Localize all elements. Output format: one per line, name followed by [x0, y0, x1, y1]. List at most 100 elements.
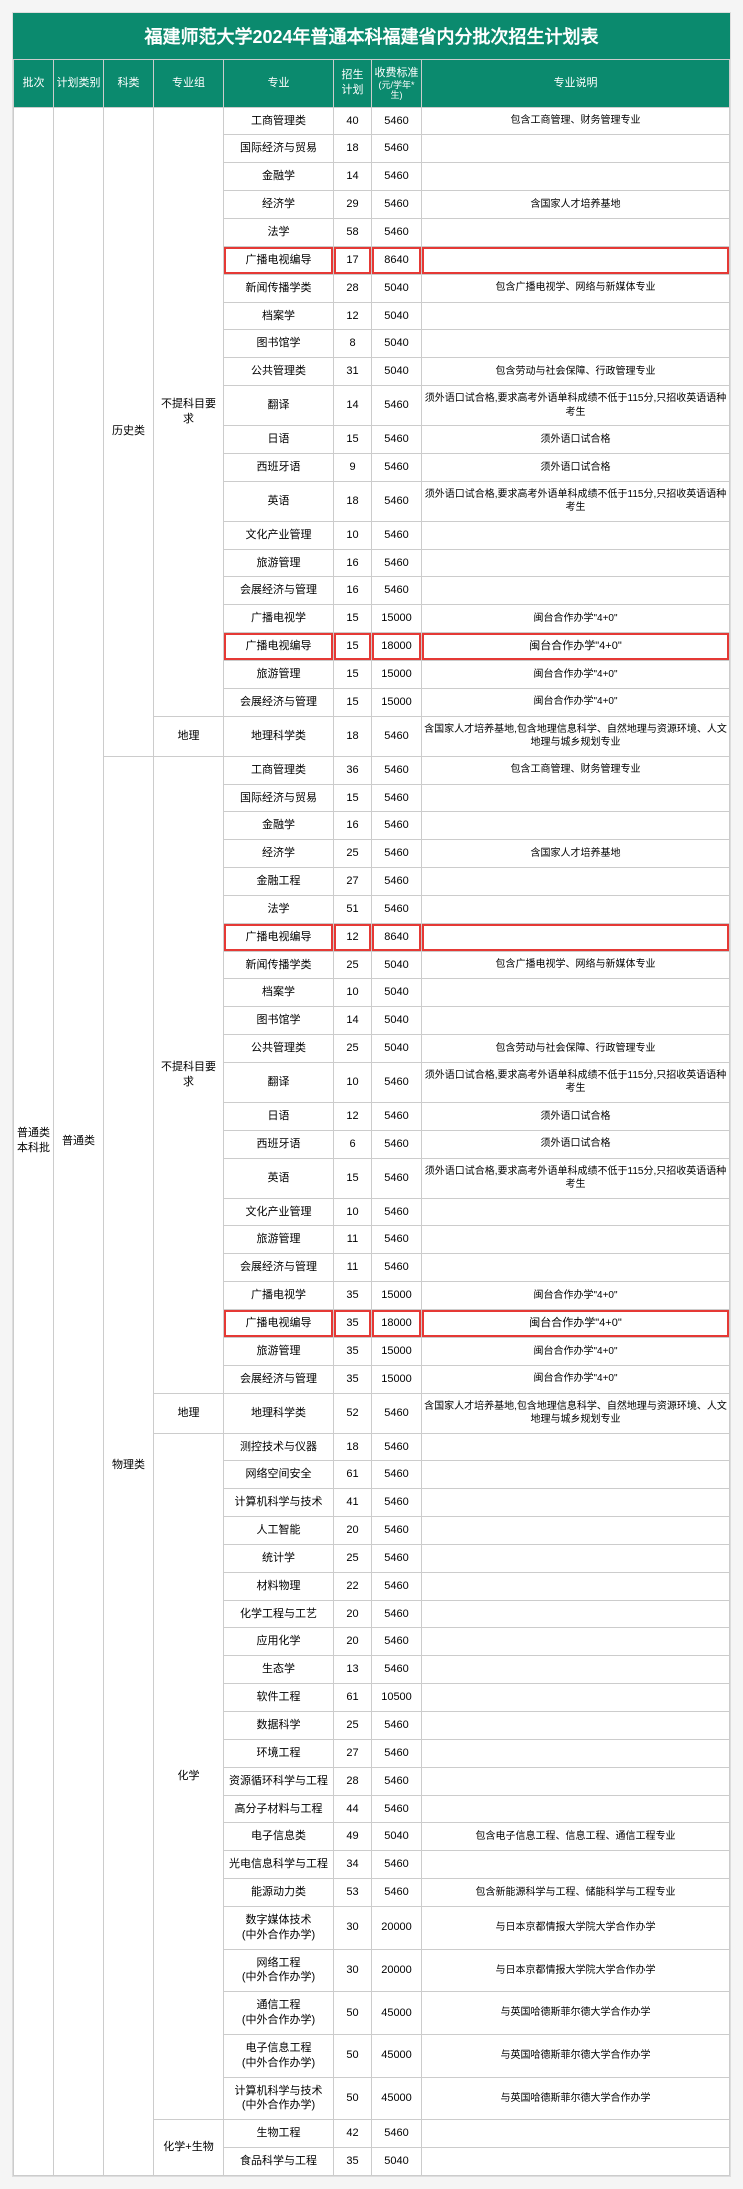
- cell-note: 与日本京都情报大学院大学合作办学: [422, 1906, 730, 1949]
- cell-fee: 10500: [372, 1684, 422, 1712]
- table-body: 普通类 本科批普通类历史类不提科目要求工商管理类405460包含工商管理、财务管…: [14, 107, 730, 2175]
- cell-note: 包含广播电视学、网络与新媒体专业: [422, 274, 730, 302]
- cell-major: 高分子材料与工程: [224, 1795, 334, 1823]
- cell-note: [422, 784, 730, 812]
- cell-major: 食品科学与工程: [224, 2148, 334, 2176]
- cell-count: 29: [334, 191, 372, 219]
- cell-fee: 5460: [372, 1544, 422, 1572]
- cell-fee: 5460: [372, 1739, 422, 1767]
- cell-fee: 5460: [372, 107, 422, 135]
- cell-fee: 5460: [372, 1879, 422, 1907]
- cell-count: 11: [334, 1254, 372, 1282]
- cell-count: 52: [334, 1393, 372, 1433]
- cell-note: 包含工商管理、财务管理专业: [422, 107, 730, 135]
- cell-fee: 5460: [372, 1656, 422, 1684]
- cell-note: 闽台合作办学"4+0": [422, 605, 730, 633]
- cell-fee: 5460: [372, 1102, 422, 1130]
- cell-fee: 5460: [372, 549, 422, 577]
- cell-major: 环境工程: [224, 1739, 334, 1767]
- th-plan-type: 计划类别: [54, 60, 104, 108]
- cell-major: 西班牙语: [224, 1130, 334, 1158]
- cell-count: 11: [334, 1226, 372, 1254]
- cell-count: 53: [334, 1879, 372, 1907]
- cell-major: 新闻传播学类: [224, 951, 334, 979]
- cell-major: 光电信息科学与工程: [224, 1851, 334, 1879]
- cell-fee: 5460: [372, 219, 422, 247]
- cell-note: [422, 1711, 730, 1739]
- cell-count: 50: [334, 2034, 372, 2077]
- cell-major: 法学: [224, 895, 334, 923]
- cell-major: 工商管理类: [224, 107, 334, 135]
- cell-count: 36: [334, 756, 372, 784]
- cell-major: 文化产业管理: [224, 1198, 334, 1226]
- cell-fee: 45000: [372, 2034, 422, 2077]
- cell-count: 49: [334, 1823, 372, 1851]
- cell-fee: 5460: [372, 453, 422, 481]
- cell-fee: 5460: [372, 784, 422, 812]
- cell-major: 经济学: [224, 191, 334, 219]
- th-major: 专业: [224, 60, 334, 108]
- cell-count: 35: [334, 1310, 372, 1338]
- cell-count: 22: [334, 1572, 372, 1600]
- cell-note: 须外语口试合格,要求高考外语单科成绩不低于115分,只招收英语语种考生: [422, 481, 730, 521]
- cell-note: [422, 1851, 730, 1879]
- cell-note: 含国家人才培养基地: [422, 840, 730, 868]
- cell-count: 40: [334, 107, 372, 135]
- cell-fee: 5040: [372, 302, 422, 330]
- cell-count: 17: [334, 246, 372, 274]
- cell-count: 16: [334, 577, 372, 605]
- cell-major: 数字媒体技术 (中外合作办学): [224, 1906, 334, 1949]
- cell-fee: 8640: [372, 923, 422, 951]
- cell-note: 与英国哈德斯菲尔德大学合作办学: [422, 1992, 730, 2035]
- cell-major: 日语: [224, 1102, 334, 1130]
- cell-count: 15: [334, 660, 372, 688]
- cell-major: 金融学: [224, 163, 334, 191]
- cell-count: 18: [334, 135, 372, 163]
- cell-count: 15: [334, 784, 372, 812]
- cell-note: 包含电子信息工程、信息工程、通信工程专业: [422, 1823, 730, 1851]
- cell-fee: 5460: [372, 1517, 422, 1545]
- cell-count: 25: [334, 840, 372, 868]
- cell-major: 应用化学: [224, 1628, 334, 1656]
- cell-major: 旅游管理: [224, 1226, 334, 1254]
- cell-fee: 5460: [372, 1851, 422, 1879]
- admission-plan-table: 福建师范大学2024年普通本科福建省内分批次招生计划表 批次 计划类别 科类 专…: [12, 12, 731, 2177]
- cell-major: 英语: [224, 1158, 334, 1198]
- cell-note: [422, 577, 730, 605]
- cell-note: 含国家人才培养基地,包含地理信息科学、自然地理与资源环境、人文地理与城乡规划专业: [422, 1393, 730, 1433]
- cell-group: 地理: [154, 716, 224, 756]
- cell-major: 能源动力类: [224, 1879, 334, 1907]
- cell-fee: 15000: [372, 660, 422, 688]
- cell-note: [422, 1461, 730, 1489]
- cell-major: 化学工程与工艺: [224, 1600, 334, 1628]
- cell-major: 旅游管理: [224, 549, 334, 577]
- cell-fee: 5460: [372, 1226, 422, 1254]
- cell-count: 34: [334, 1851, 372, 1879]
- cell-fee: 5460: [372, 1489, 422, 1517]
- cell-fee: 5460: [372, 1795, 422, 1823]
- cell-count: 13: [334, 1656, 372, 1684]
- cell-note: 须外语口试合格: [422, 453, 730, 481]
- cell-count: 30: [334, 1949, 372, 1992]
- cell-major: 经济学: [224, 840, 334, 868]
- cell-note: [422, 979, 730, 1007]
- cell-count: 18: [334, 716, 372, 756]
- cell-note: [422, 1198, 730, 1226]
- cell-fee: 5460: [372, 895, 422, 923]
- cell-count: 18: [334, 481, 372, 521]
- cell-fee: 5460: [372, 191, 422, 219]
- th-category: 科类: [104, 60, 154, 108]
- cell-count: 41: [334, 1489, 372, 1517]
- cell-fee: 5460: [372, 577, 422, 605]
- cell-fee: 45000: [372, 1992, 422, 2035]
- cell-note: [422, 135, 730, 163]
- cell-count: 10: [334, 979, 372, 1007]
- cell-note: 闽台合作办学"4+0": [422, 633, 730, 661]
- cell-count: 20: [334, 1517, 372, 1545]
- cell-count: 35: [334, 1282, 372, 1310]
- cell-note: 含国家人才培养基地: [422, 191, 730, 219]
- cell-note: 闽台合作办学"4+0": [422, 660, 730, 688]
- cell-note: 闽台合作办学"4+0": [422, 1310, 730, 1338]
- cell-fee: 5460: [372, 1461, 422, 1489]
- cell-note: [422, 812, 730, 840]
